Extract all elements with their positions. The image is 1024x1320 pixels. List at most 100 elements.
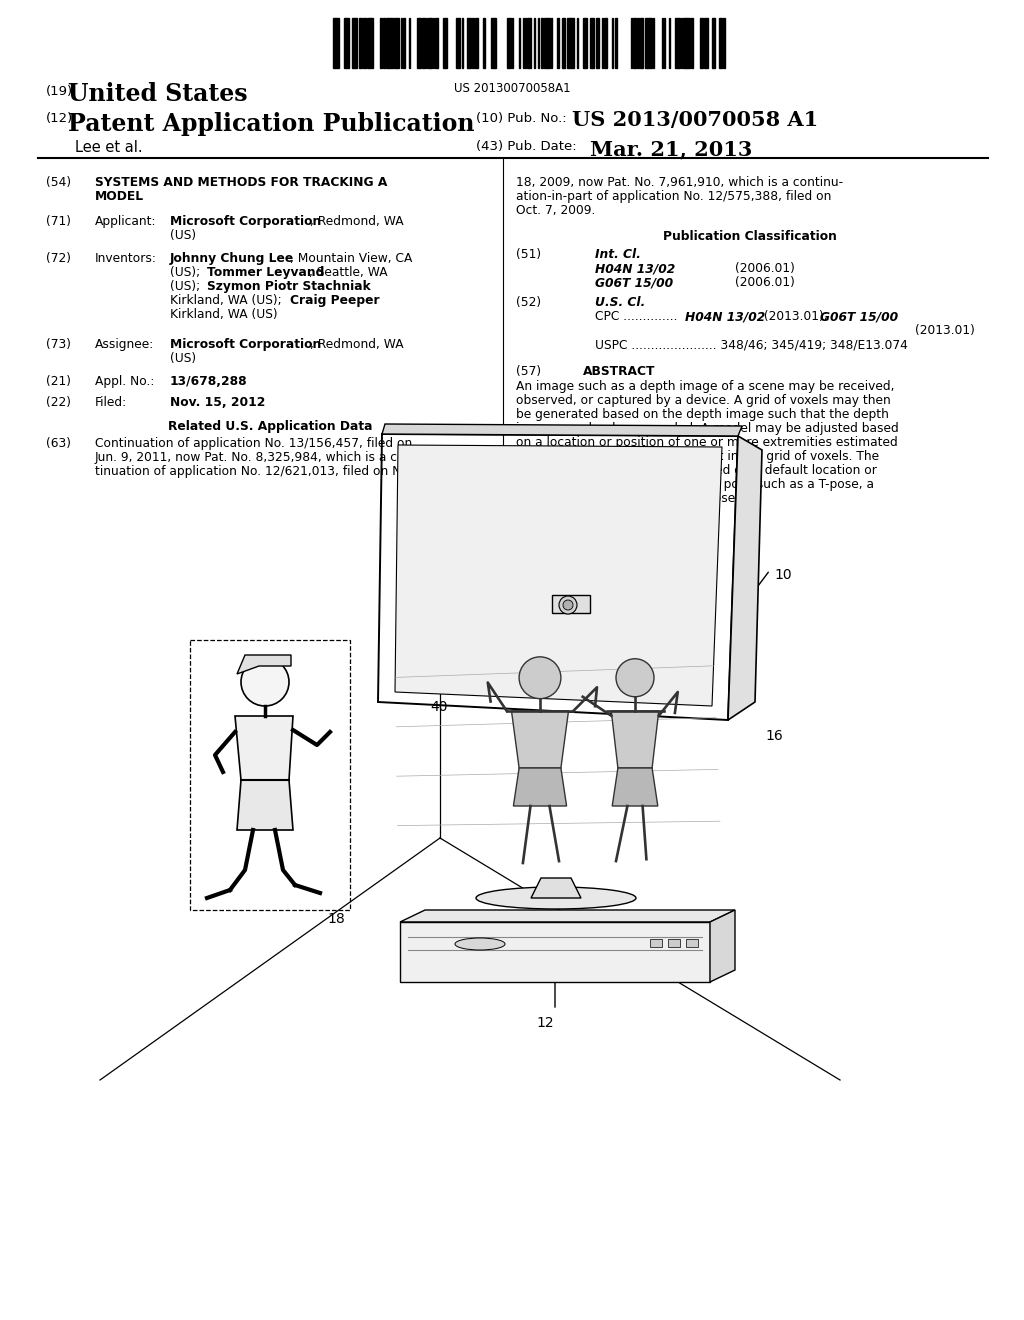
Text: tinuation of application No. 12/621,013, filed on Nov.: tinuation of application No. 12/621,013,… bbox=[95, 465, 419, 478]
Text: Int. Cl.: Int. Cl. bbox=[595, 248, 641, 261]
Ellipse shape bbox=[476, 887, 636, 909]
Polygon shape bbox=[612, 768, 657, 807]
Text: US 2013/0070058 A1: US 2013/0070058 A1 bbox=[572, 110, 818, 129]
Text: (52): (52) bbox=[516, 296, 541, 309]
Text: H04N 13/02: H04N 13/02 bbox=[685, 310, 765, 323]
Text: Kirkland, WA (US): Kirkland, WA (US) bbox=[170, 308, 278, 321]
Bar bbox=[417, 18, 419, 69]
Text: G06T 15/00: G06T 15/00 bbox=[820, 310, 898, 323]
Bar bbox=[583, 18, 585, 69]
Text: ation-in-part of application No. 12/575,388, filed on: ation-in-part of application No. 12/575,… bbox=[516, 190, 831, 203]
Text: ABSTRACT: ABSTRACT bbox=[583, 366, 655, 378]
Text: Assignee:: Assignee: bbox=[95, 338, 155, 351]
Text: (2006.01): (2006.01) bbox=[735, 276, 795, 289]
Text: Tommer Leyvand: Tommer Leyvand bbox=[207, 267, 325, 279]
Bar bbox=[396, 18, 399, 69]
Text: (51): (51) bbox=[516, 248, 541, 261]
Circle shape bbox=[563, 601, 573, 610]
Polygon shape bbox=[234, 715, 293, 780]
Text: 38: 38 bbox=[675, 685, 692, 700]
Bar bbox=[403, 18, 406, 69]
Bar bbox=[650, 939, 662, 946]
Polygon shape bbox=[400, 909, 735, 921]
Text: H04N 13/02: H04N 13/02 bbox=[595, 261, 675, 275]
Text: Nov. 15, 2012: Nov. 15, 2012 bbox=[170, 396, 265, 409]
Bar bbox=[527, 18, 529, 69]
Text: Craig Peeper: Craig Peeper bbox=[290, 294, 380, 308]
Ellipse shape bbox=[455, 939, 505, 950]
Bar bbox=[333, 18, 335, 69]
Text: (19): (19) bbox=[46, 84, 73, 98]
Bar bbox=[683, 18, 686, 69]
Text: 18, 2009, now Pat. No. 7,961,910, which is a continu-: 18, 2009, now Pat. No. 7,961,910, which … bbox=[516, 176, 843, 189]
Bar bbox=[596, 18, 599, 69]
Bar bbox=[443, 18, 446, 69]
Bar bbox=[380, 18, 382, 69]
Bar bbox=[633, 18, 635, 69]
Bar bbox=[394, 18, 396, 69]
Text: Appl. No.:: Appl. No.: bbox=[95, 375, 155, 388]
Text: (21): (21) bbox=[46, 375, 71, 388]
Polygon shape bbox=[513, 768, 566, 807]
Polygon shape bbox=[237, 655, 291, 675]
Bar bbox=[590, 18, 594, 69]
Polygon shape bbox=[400, 921, 710, 982]
Text: (57): (57) bbox=[516, 366, 541, 378]
Text: (US);: (US); bbox=[170, 267, 200, 279]
Text: 10: 10 bbox=[774, 568, 792, 582]
Text: (US): (US) bbox=[170, 228, 197, 242]
Bar bbox=[369, 18, 371, 69]
Bar bbox=[548, 18, 550, 69]
Bar bbox=[712, 18, 714, 69]
Text: 20: 20 bbox=[624, 573, 641, 587]
Circle shape bbox=[241, 657, 289, 706]
Circle shape bbox=[559, 597, 577, 614]
Bar bbox=[668, 939, 680, 946]
Text: Szymon Piotr Stachniak: Szymon Piotr Stachniak bbox=[207, 280, 371, 293]
Text: CPC ..............: CPC .............. bbox=[595, 310, 681, 323]
Bar bbox=[475, 18, 478, 69]
Text: be generated based on the depth image such that the depth: be generated based on the depth image su… bbox=[516, 408, 889, 421]
Bar bbox=[344, 18, 346, 69]
Text: DaVinci pose, and/or a natural pose.: DaVinci pose, and/or a natural pose. bbox=[516, 492, 739, 506]
Text: , Mountain View, CA: , Mountain View, CA bbox=[290, 252, 413, 265]
Text: Inventors:: Inventors: bbox=[95, 252, 157, 265]
Text: USPC ...................... 348/46; 345/419; 348/E13.074: USPC ...................... 348/46; 345/… bbox=[595, 338, 908, 351]
Bar bbox=[641, 18, 643, 69]
Text: , Seattle, WA: , Seattle, WA bbox=[309, 267, 388, 279]
Text: , Redmond, WA: , Redmond, WA bbox=[310, 338, 403, 351]
Text: position of the model in a default pose such as a T-pose, a: position of the model in a default pose … bbox=[516, 478, 874, 491]
Text: or determined for a human target in the grid of voxels. The: or determined for a human target in the … bbox=[516, 450, 880, 463]
Text: (2013.01);: (2013.01); bbox=[760, 310, 831, 323]
Polygon shape bbox=[395, 445, 722, 706]
Bar bbox=[490, 18, 495, 69]
Bar bbox=[570, 18, 574, 69]
Bar bbox=[371, 18, 373, 69]
Bar bbox=[529, 18, 531, 69]
Text: 16: 16 bbox=[765, 729, 782, 743]
Polygon shape bbox=[710, 909, 735, 982]
Circle shape bbox=[519, 657, 561, 698]
Text: (10) Pub. No.:: (10) Pub. No.: bbox=[476, 112, 566, 125]
Text: (2013.01): (2013.01) bbox=[915, 323, 975, 337]
Text: G06T 15/00: G06T 15/00 bbox=[595, 276, 673, 289]
Text: Lee et al.: Lee et al. bbox=[75, 140, 142, 154]
Bar bbox=[422, 18, 424, 69]
Text: (US);: (US); bbox=[170, 280, 200, 293]
Text: (43) Pub. Date:: (43) Pub. Date: bbox=[476, 140, 577, 153]
Text: model may also be adjusted based on a default location or: model may also be adjusted based on a de… bbox=[516, 465, 877, 477]
Text: Microsoft Corporation: Microsoft Corporation bbox=[170, 215, 322, 228]
Bar bbox=[719, 18, 722, 69]
Bar bbox=[387, 18, 389, 69]
Text: (54): (54) bbox=[46, 176, 71, 189]
Polygon shape bbox=[237, 780, 293, 830]
Text: (72): (72) bbox=[46, 252, 71, 265]
Bar bbox=[700, 18, 703, 69]
Text: Johnny Chung Lee: Johnny Chung Lee bbox=[170, 252, 294, 265]
Bar bbox=[367, 18, 369, 69]
Polygon shape bbox=[382, 424, 742, 436]
Bar bbox=[723, 18, 725, 69]
Bar bbox=[544, 18, 548, 69]
Text: US 20130070058A1: US 20130070058A1 bbox=[454, 82, 570, 95]
Text: U.S. Cl.: U.S. Cl. bbox=[595, 296, 645, 309]
